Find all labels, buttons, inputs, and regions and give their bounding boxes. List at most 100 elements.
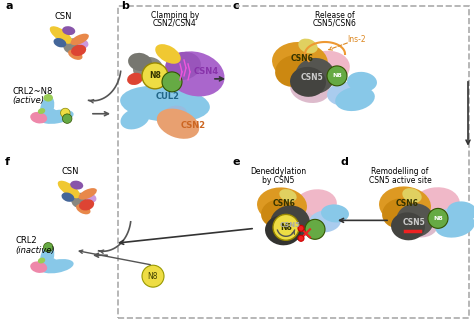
Text: CSN2: CSN2 (181, 121, 206, 130)
Ellipse shape (44, 243, 53, 252)
Text: f: f (5, 157, 10, 167)
Ellipse shape (265, 215, 301, 245)
Ellipse shape (79, 188, 97, 200)
Text: b: b (121, 1, 129, 11)
Text: CSN6: CSN6 (273, 199, 295, 208)
Ellipse shape (270, 205, 310, 241)
Ellipse shape (396, 203, 434, 237)
Ellipse shape (347, 72, 377, 92)
Ellipse shape (321, 204, 349, 223)
Ellipse shape (43, 108, 58, 120)
Ellipse shape (428, 208, 448, 228)
Ellipse shape (275, 55, 315, 87)
Text: d: d (341, 157, 349, 167)
Ellipse shape (38, 257, 45, 264)
Ellipse shape (335, 87, 375, 111)
Ellipse shape (142, 63, 168, 89)
Ellipse shape (290, 67, 326, 97)
Ellipse shape (410, 187, 460, 224)
Text: CSN: CSN (54, 12, 72, 21)
Text: Remodelling of: Remodelling of (371, 167, 428, 176)
Ellipse shape (298, 235, 304, 241)
Ellipse shape (309, 210, 341, 232)
Ellipse shape (40, 259, 73, 273)
Ellipse shape (71, 34, 89, 45)
Text: Ins-2: Ins-2 (348, 35, 366, 44)
Text: CRL2~N8: CRL2~N8 (12, 87, 52, 96)
Ellipse shape (142, 265, 164, 287)
Ellipse shape (290, 75, 330, 103)
Ellipse shape (78, 39, 89, 48)
Ellipse shape (120, 108, 149, 130)
Text: N8: N8 (149, 71, 161, 80)
Ellipse shape (327, 66, 347, 86)
Ellipse shape (120, 86, 210, 122)
Ellipse shape (54, 38, 66, 47)
Text: N8: N8 (332, 73, 342, 78)
Ellipse shape (40, 96, 55, 118)
Ellipse shape (70, 181, 83, 190)
Ellipse shape (398, 209, 438, 237)
Ellipse shape (293, 189, 337, 222)
Ellipse shape (79, 199, 94, 211)
Ellipse shape (71, 45, 86, 56)
Ellipse shape (300, 51, 350, 87)
Ellipse shape (447, 201, 474, 221)
Ellipse shape (61, 108, 70, 118)
Ellipse shape (38, 108, 45, 114)
Text: (inactive): (inactive) (15, 246, 55, 255)
Ellipse shape (327, 82, 363, 106)
Ellipse shape (133, 57, 163, 81)
Ellipse shape (295, 58, 335, 94)
Ellipse shape (62, 193, 74, 202)
Bar (118, 6, 469, 318)
Ellipse shape (58, 181, 80, 198)
Text: CSN2/CSN4: CSN2/CSN4 (153, 18, 197, 27)
Ellipse shape (165, 51, 225, 97)
Text: N8: N8 (433, 216, 443, 221)
Ellipse shape (128, 53, 152, 71)
Ellipse shape (279, 189, 297, 202)
Text: CSN6: CSN6 (291, 55, 313, 63)
Ellipse shape (432, 208, 468, 232)
Text: CSN4: CSN4 (193, 68, 219, 77)
Ellipse shape (40, 109, 73, 124)
Ellipse shape (273, 214, 299, 240)
Ellipse shape (63, 38, 81, 54)
Text: CSN5/CSN6: CSN5/CSN6 (313, 18, 357, 27)
Ellipse shape (157, 109, 199, 139)
Ellipse shape (155, 44, 181, 64)
Ellipse shape (127, 73, 143, 85)
Ellipse shape (44, 94, 53, 102)
Text: CSN5 active site: CSN5 active site (369, 176, 431, 185)
Ellipse shape (272, 42, 328, 82)
Text: e: e (233, 157, 240, 167)
Ellipse shape (402, 188, 422, 203)
Text: CSN5: CSN5 (301, 73, 323, 82)
Ellipse shape (30, 112, 47, 123)
Text: N8: N8 (280, 223, 292, 232)
Text: CSN5: CSN5 (402, 218, 425, 227)
Ellipse shape (63, 114, 72, 123)
Ellipse shape (165, 52, 201, 80)
Text: Clamping by: Clamping by (151, 11, 199, 20)
Ellipse shape (50, 26, 72, 44)
Text: a: a (5, 1, 12, 11)
Ellipse shape (382, 198, 418, 228)
Ellipse shape (162, 72, 182, 92)
Text: (active): (active) (12, 96, 44, 105)
Ellipse shape (435, 213, 474, 238)
Ellipse shape (391, 212, 425, 240)
Ellipse shape (30, 261, 47, 273)
Ellipse shape (163, 106, 187, 122)
Ellipse shape (282, 210, 318, 236)
Ellipse shape (86, 194, 96, 203)
Text: CUL2: CUL2 (156, 92, 180, 101)
Text: CSN: CSN (61, 167, 79, 176)
Text: Release of: Release of (315, 11, 355, 20)
Ellipse shape (298, 225, 304, 231)
Text: c: c (233, 1, 240, 11)
Text: CSN6: CSN6 (396, 199, 419, 208)
Ellipse shape (305, 219, 325, 239)
Ellipse shape (62, 26, 75, 35)
